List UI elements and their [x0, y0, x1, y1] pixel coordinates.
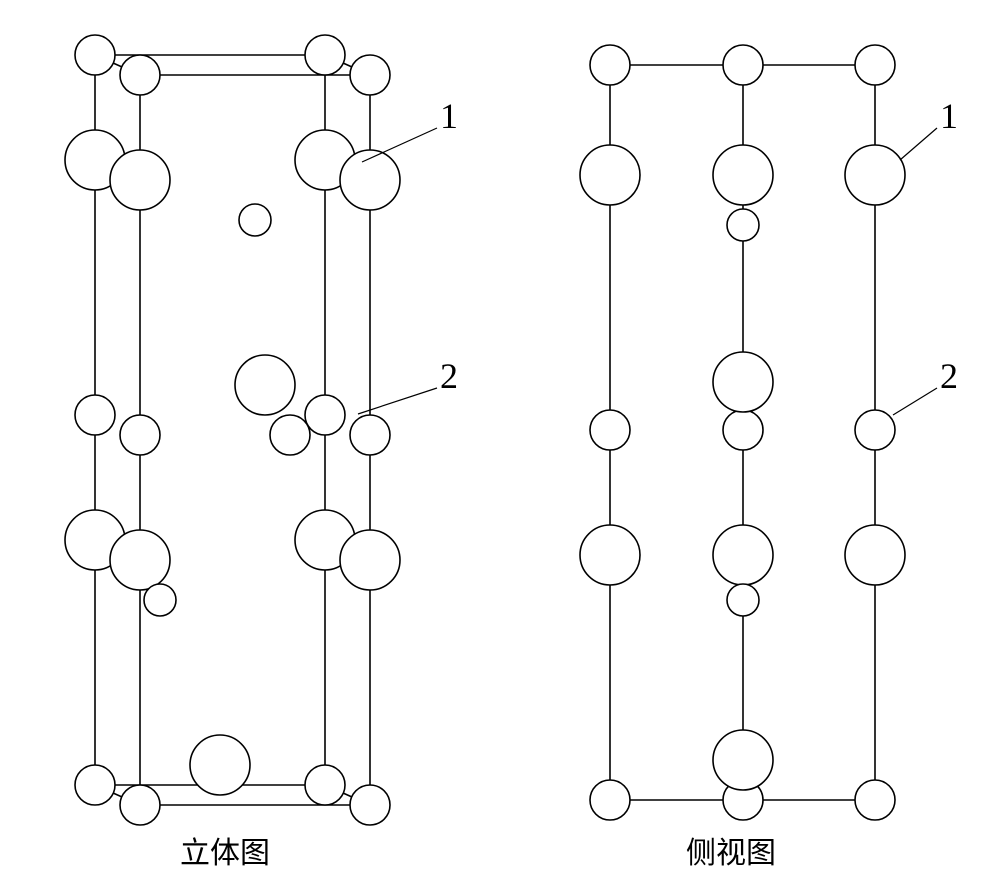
atom: [713, 352, 773, 412]
right-caption: 侧视图: [686, 828, 776, 872]
atom: [190, 735, 250, 795]
atom: [120, 785, 160, 825]
left-panel: [30, 20, 460, 815]
atom: [120, 415, 160, 455]
atom: [350, 785, 390, 825]
atom: [75, 35, 115, 75]
atom: [120, 55, 160, 95]
right-panel: [565, 20, 985, 815]
callout-2-left: 2: [440, 355, 458, 397]
atom: [110, 150, 170, 210]
atom: [713, 730, 773, 790]
atom: [239, 204, 271, 236]
callout-1-left: 1: [440, 95, 458, 137]
side-view: [565, 20, 985, 810]
atom: [580, 145, 640, 205]
diagram-canvas: 立体图 侧视图 1 2 1 2: [0, 0, 1000, 874]
atom: [340, 530, 400, 590]
atom: [270, 415, 310, 455]
atom: [590, 780, 630, 820]
atom: [340, 150, 400, 210]
perspective-view: [30, 20, 460, 810]
atom: [305, 395, 345, 435]
atom: [350, 415, 390, 455]
left-caption: 立体图: [180, 828, 270, 872]
atom: [75, 395, 115, 435]
atom: [723, 45, 763, 85]
atom: [845, 145, 905, 205]
atom: [144, 584, 176, 616]
atom: [855, 45, 895, 85]
atom: [305, 765, 345, 805]
atom: [727, 584, 759, 616]
atom: [235, 355, 295, 415]
atom: [723, 410, 763, 450]
atom: [580, 525, 640, 585]
atom: [590, 410, 630, 450]
atom: [110, 530, 170, 590]
atom: [727, 209, 759, 241]
atom: [590, 45, 630, 85]
atom: [305, 35, 345, 75]
atom: [713, 145, 773, 205]
atom: [350, 55, 390, 95]
atom: [75, 765, 115, 805]
callout-1-right: 1: [940, 95, 958, 137]
atom: [845, 525, 905, 585]
atom: [855, 410, 895, 450]
atom: [713, 525, 773, 585]
callout-2-right: 2: [940, 355, 958, 397]
atom: [855, 780, 895, 820]
